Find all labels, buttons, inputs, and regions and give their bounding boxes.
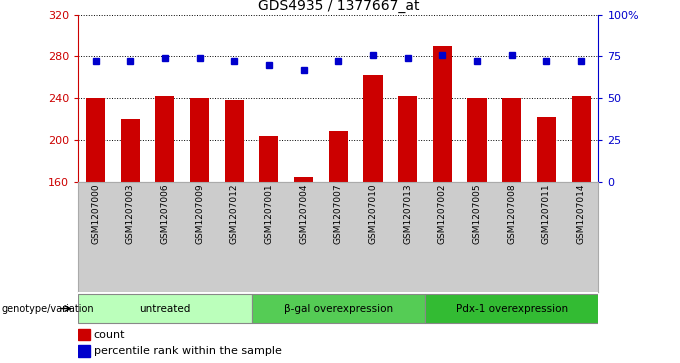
FancyBboxPatch shape	[425, 294, 598, 323]
Text: count: count	[94, 330, 125, 339]
Bar	[571, 96, 591, 182]
Text: untreated: untreated	[139, 303, 190, 314]
Bar	[363, 75, 383, 182]
Text: GSM1207006: GSM1207006	[160, 184, 169, 244]
Text: genotype/variation: genotype/variation	[1, 303, 94, 314]
Text: GSM1207014: GSM1207014	[577, 184, 585, 244]
Text: GSM1207004: GSM1207004	[299, 184, 308, 244]
Text: GSM1207002: GSM1207002	[438, 184, 447, 244]
Text: GSM1207007: GSM1207007	[334, 184, 343, 244]
Bar	[155, 96, 175, 182]
Bar	[502, 98, 522, 182]
Text: GSM1207001: GSM1207001	[265, 184, 273, 244]
Text: GSM1207011: GSM1207011	[542, 184, 551, 244]
Text: GSM1207012: GSM1207012	[230, 184, 239, 244]
Bar	[398, 96, 418, 182]
Bar	[86, 98, 105, 182]
Text: GSM1207000: GSM1207000	[91, 184, 100, 244]
Text: β-gal overexpression: β-gal overexpression	[284, 303, 393, 314]
Bar	[224, 100, 244, 182]
Bar	[432, 46, 452, 182]
Text: GSM1207010: GSM1207010	[369, 184, 377, 244]
Text: GSM1207009: GSM1207009	[195, 184, 204, 244]
Bar	[294, 178, 313, 182]
Bar	[328, 131, 348, 182]
Bar	[190, 98, 209, 182]
Bar	[78, 329, 90, 340]
Text: Pdx-1 overexpression: Pdx-1 overexpression	[456, 303, 568, 314]
Bar	[120, 119, 140, 182]
Text: GSM1207005: GSM1207005	[473, 184, 481, 244]
Bar	[259, 135, 279, 182]
Bar	[537, 117, 556, 182]
Text: GSM1207003: GSM1207003	[126, 184, 135, 244]
FancyBboxPatch shape	[78, 294, 252, 323]
Title: GDS4935 / 1377667_at: GDS4935 / 1377667_at	[258, 0, 419, 13]
Text: percentile rank within the sample: percentile rank within the sample	[94, 346, 282, 356]
Text: GSM1207013: GSM1207013	[403, 184, 412, 244]
FancyBboxPatch shape	[252, 294, 425, 323]
Bar	[78, 345, 90, 357]
Bar	[467, 98, 487, 182]
Text: GSM1207008: GSM1207008	[507, 184, 516, 244]
